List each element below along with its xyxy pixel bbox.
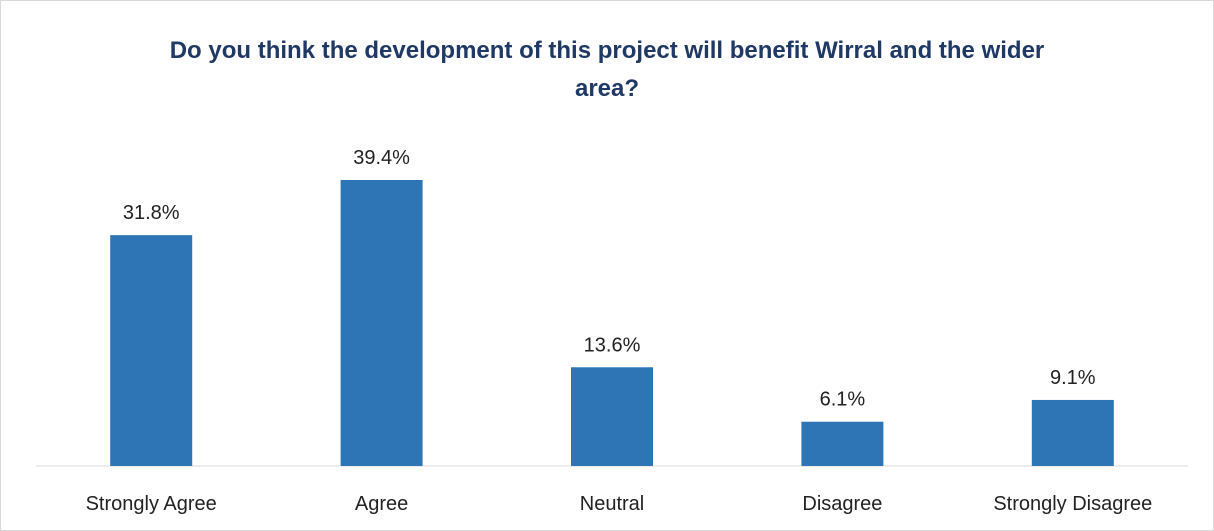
bar (340, 180, 423, 466)
value-label: 13.6% (584, 334, 641, 356)
x-tick-label: Neutral (580, 493, 644, 515)
bar (571, 367, 653, 466)
bar (110, 235, 193, 466)
x-tick-label: Agree (355, 493, 408, 515)
bar (1031, 399, 1114, 466)
x-tick-label: Strongly Disagree (993, 493, 1152, 515)
x-tick-label: Strongly Agree (86, 493, 217, 515)
chart-title: Do you think the development of this pro… (169, 37, 1045, 102)
value-label: 39.4% (353, 147, 410, 169)
x-tick-label: Disagree (802, 493, 882, 515)
value-label: 9.1% (1050, 367, 1096, 389)
value-label: 6.1% (820, 389, 866, 411)
value-label: 31.8% (123, 202, 180, 224)
bar (801, 421, 884, 466)
